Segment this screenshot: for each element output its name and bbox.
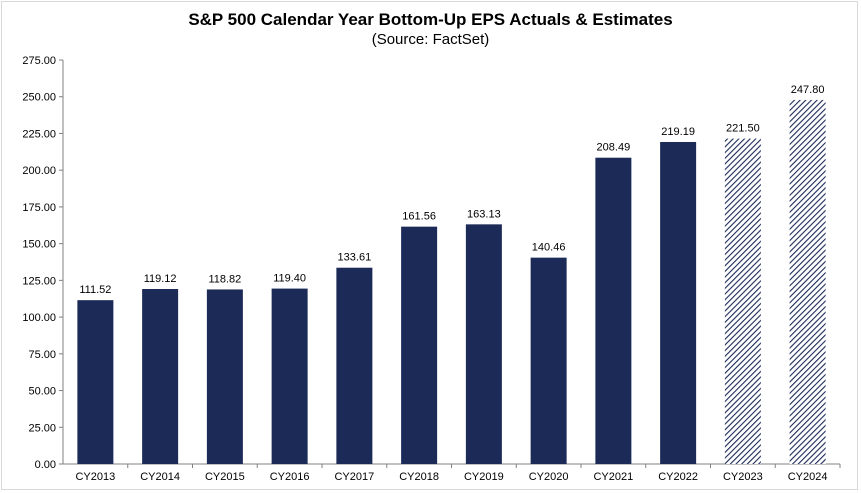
bar-cy2022 — [660, 141, 697, 464]
data-label: 163.13 — [467, 208, 501, 220]
data-label: 119.40 — [273, 273, 306, 285]
x-tick-label: CY2020 — [529, 471, 569, 483]
data-label: 133.61 — [338, 252, 372, 264]
x-tick-label: CY2017 — [334, 471, 374, 483]
axes: 0.00 25.00 50.00 75.00 100.00 125.00 150.00 175… — [22, 55, 841, 471]
bar-cy2019 — [465, 224, 502, 464]
data-label: 221.50 — [726, 123, 760, 135]
bar-cy2021 — [595, 157, 632, 465]
data-label: 111.52 — [79, 284, 111, 296]
bar-cy2015 — [206, 289, 243, 464]
chart-title: S&P 500 Calendar Year Bottom-Up EPS Actu… — [188, 10, 673, 29]
y-tick-label: 275.00 — [22, 55, 56, 67]
y-tick-label: 175.00 — [22, 202, 56, 214]
y-tick-label: 250.00 — [22, 92, 56, 104]
y-tick-label: 125.00 — [22, 275, 56, 287]
bar-cy2016 — [271, 288, 308, 464]
data-label: 219.19 — [661, 126, 695, 138]
bar-cy2014 — [142, 289, 179, 464]
bar-cy2024 — [789, 99, 826, 464]
y-tick-label: 50.00 — [28, 386, 56, 398]
y-tick-label: 225.00 — [22, 128, 56, 140]
data-label: 208.49 — [597, 142, 631, 154]
x-tick-label: CY2016 — [270, 471, 310, 483]
x-tick-label: CY2023 — [723, 471, 763, 483]
x-tick-label: CY2014 — [140, 471, 180, 483]
bar-cy2020 — [530, 257, 567, 464]
y-tick-label: 150.00 — [22, 239, 56, 251]
bar-cy2017 — [336, 267, 373, 464]
y-tick-label: 0.00 — [35, 459, 56, 471]
bar-cy2013 — [77, 300, 114, 464]
data-label: 161.56 — [402, 211, 436, 223]
x-tick-label: CY2024 — [788, 471, 828, 483]
chart-subtitle: (Source: FactSet) — [371, 31, 490, 48]
x-tick-label: CY2013 — [75, 471, 115, 483]
data-label: 140.46 — [532, 242, 566, 254]
x-tick-label: CY2022 — [658, 471, 698, 483]
y-tick-label: 200.00 — [22, 165, 56, 177]
bars — [77, 99, 826, 465]
x-tick-label: CY2019 — [464, 471, 504, 483]
y-tick-label: 25.00 — [28, 422, 56, 434]
x-tick-label: CY2015 — [205, 471, 245, 483]
data-label: 118.82 — [208, 273, 241, 285]
bar-cy2018 — [401, 226, 438, 464]
x-tick-label: CY2018 — [399, 471, 439, 483]
data-label: 119.12 — [144, 273, 177, 285]
y-tick-label: 75.00 — [28, 349, 56, 361]
bar-cy2023 — [724, 138, 761, 464]
x-tick-label: CY2021 — [593, 471, 633, 483]
labels: 111.52 CY2013 119.12 CY2014 118.82 CY2015 119.… — [75, 84, 827, 483]
y-tick-label: 100.00 — [22, 312, 56, 324]
data-label: 247.80 — [791, 84, 825, 96]
